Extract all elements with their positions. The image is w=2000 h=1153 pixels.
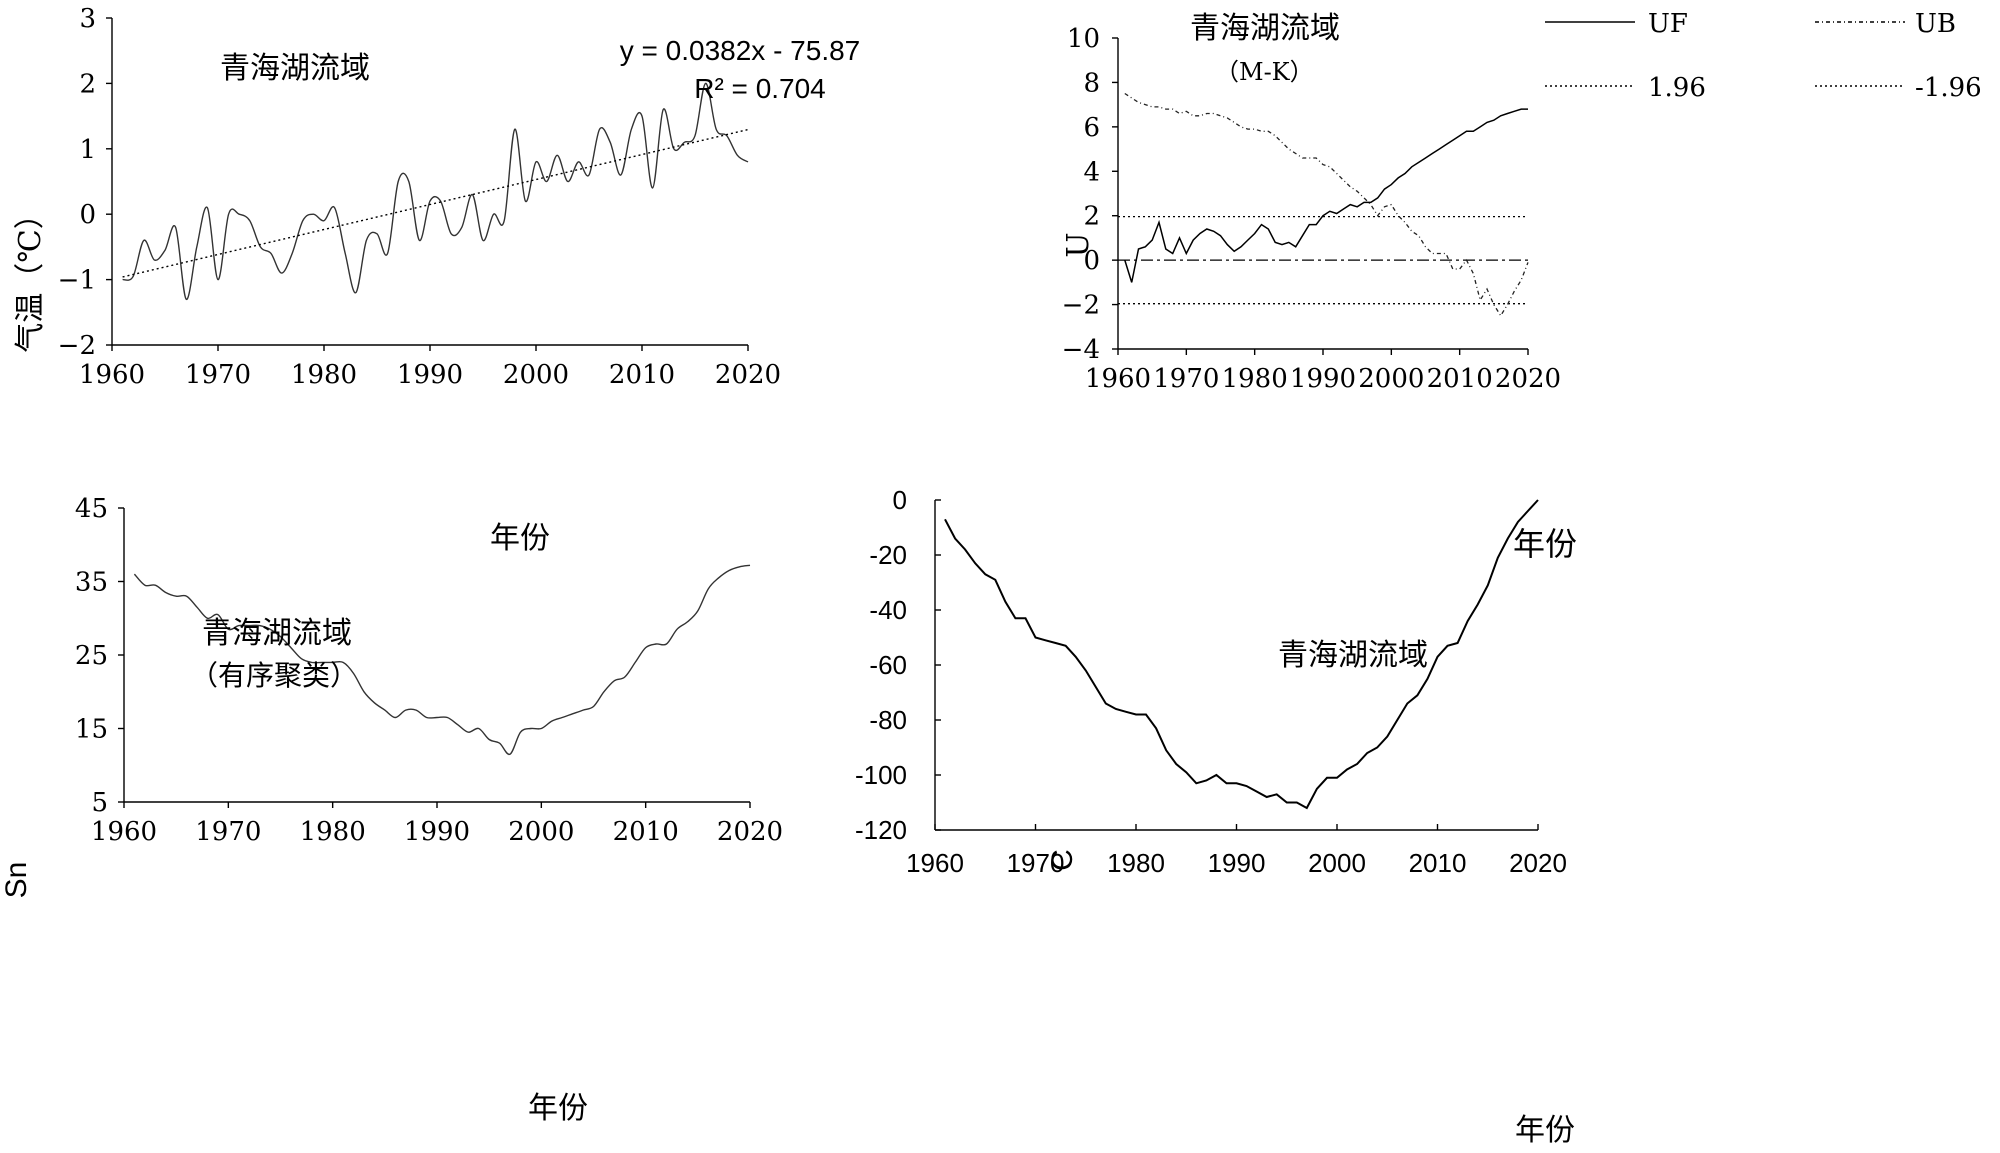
mk-y-tick-label: 10 (1067, 24, 1100, 54)
mk-y-tick-label: −4 (1062, 335, 1100, 365)
c-xlabel: 年份 (1515, 1113, 1575, 1148)
c-x-tick-label: 2000 (1308, 848, 1366, 878)
mk-ylabel: U (1061, 232, 1096, 257)
panel-ordered-clustering: 1960 1970 1980 1990 2000 2010 2020 5 15 25 35 45 青海… (0, 494, 783, 1126)
temp-y-tick-label: −1 (58, 266, 96, 296)
temperature-ylabel: 气温（℃） (13, 199, 48, 353)
c-x-tick-label: 2020 (1509, 848, 1567, 878)
mk-y-tick-label: 8 (1083, 68, 1100, 98)
mk-y-tick-label: 6 (1083, 113, 1100, 143)
c-x-tick-label: 1980 (1107, 848, 1165, 878)
legend-label-neg196: -1.96 (1915, 73, 1982, 103)
temp-y-tick-label: −2 (58, 331, 96, 361)
temperature-xlabel: 年份 (490, 521, 550, 556)
temp-y-tick-label: 2 (79, 69, 96, 99)
sn-ylabel: Sn (0, 862, 33, 899)
sn-x-tick-label: 2020 (717, 817, 783, 847)
mk-legend: UF UB 1.96 -1.96 (1545, 9, 1982, 103)
temperature-title: 青海湖流域 (220, 51, 370, 86)
mk-x-tick-label: 2000 (1358, 364, 1424, 394)
c-axes: 1960 1970 1980 1990 2000 2010 2020 -120 -100 -80 -… (855, 485, 1567, 878)
c-title: 青海湖流域 (1278, 638, 1428, 673)
trend-equation: y = 0.0382x - 75.87 (620, 35, 861, 66)
sn-x-tick-label: 1960 (91, 817, 157, 847)
mk-x-tick-label: 1990 (1290, 364, 1356, 394)
temp-x-tick-label: 1970 (185, 360, 251, 390)
temp-x-tick-label: 2000 (503, 360, 569, 390)
c-y-tick-label: -100 (855, 760, 907, 790)
sn-x-tick-label: 1970 (195, 817, 261, 847)
temp-x-tick-label: 2010 (609, 360, 675, 390)
sn-y-tick-label: 25 (75, 641, 108, 671)
sn-x-tick-label: 2000 (508, 817, 574, 847)
temp-x-tick-label: 2020 (715, 360, 781, 390)
legend-label-uf: UF (1648, 9, 1688, 39)
mk-x-tick-label: 1980 (1222, 364, 1288, 394)
temp-x-tick-label: 1960 (79, 360, 145, 390)
temp-x-tick-label: 1990 (397, 360, 463, 390)
mk-x-tick-label: 2010 (1427, 364, 1493, 394)
sn-y-tick-label: 35 (75, 568, 108, 598)
temperature-series-line (122, 82, 749, 300)
sn-title: 青海湖流域 (202, 616, 352, 651)
c-x-tick-label: 2010 (1409, 848, 1467, 878)
legend-label-196: 1.96 (1648, 73, 1706, 103)
c-x-tick-label: 1990 (1208, 848, 1266, 878)
c-y-tick-label: -120 (855, 815, 907, 845)
mk-y-tick-label: 4 (1083, 157, 1100, 187)
c-y-tick-label: -80 (869, 705, 907, 735)
sn-y-tick-label: 45 (75, 494, 108, 524)
c-x-tick-label: 1970 (1007, 848, 1065, 878)
legend-label-ub: UB (1915, 9, 1956, 39)
mk-y-tick-label: 2 (1083, 202, 1100, 232)
sn-x-tick-label: 2010 (613, 817, 679, 847)
mk-x-tick-label: 1970 (1153, 364, 1219, 394)
mk-ub-line (1124, 92, 1529, 317)
mk-axes: 1960 1970 1980 1990 2000 2010 2020 −4 −2 0 2 4 6 8 10 (1062, 24, 1561, 394)
mk-x-tick-label: 2020 (1495, 364, 1561, 394)
temp-y-tick-label: 3 (79, 4, 96, 34)
panel-cumulative-anomaly: 1960 1970 1980 1990 2000 2010 2020 -120 -100 -80 -… (855, 485, 1575, 1148)
mk-title: 青海湖流域 (1190, 11, 1340, 46)
sn-x-tick-label: 1980 (300, 817, 366, 847)
mk-y-tick-label: −2 (1062, 291, 1100, 321)
mk-subtitle: （M-K） (1215, 58, 1314, 86)
c-y-tick-label: -20 (869, 540, 907, 570)
mk-y-tick-label: 0 (1083, 246, 1100, 276)
sn-axes: 1960 1970 1980 1990 2000 2010 2020 5 15 25 35 45 (75, 494, 783, 847)
sn-series-line (133, 564, 751, 756)
c-y-tick-label: -60 (869, 650, 907, 680)
c-y-tick-label: -40 (869, 595, 907, 625)
c-y-tick-label: 0 (893, 485, 907, 515)
temp-y-tick-label: 1 (79, 135, 96, 165)
sn-x-tick-label: 1990 (404, 817, 470, 847)
temp-y-tick-label: 0 (79, 200, 96, 230)
panel-mann-kendall: 1960 1970 1980 1990 2000 2010 2020−4−20246810 … (1061, 9, 1982, 563)
temperature-axes: 1960 1970 1980 1990 2000 2010 2020 −2 −1 0 1 2 3 (58, 4, 781, 390)
temperature-trend-line (122, 128, 749, 278)
sn-y-tick-label: 15 (75, 715, 108, 745)
mk-uf-line (1124, 108, 1528, 283)
r-squared: R² = 0.704 (694, 73, 826, 104)
sn-y-tick-label: 5 (91, 788, 108, 818)
mk-x-tick-label: 1960 (1085, 364, 1151, 394)
sn-xlabel: 年份 (528, 1091, 588, 1126)
c-series-line (944, 499, 1539, 810)
panel-temperature: 1960 1970 1980 1990 2000 2010 2020 −2 −1 0 1 2 3 青海湖… (13, 4, 860, 556)
temp-x-tick-label: 1980 (291, 360, 357, 390)
c-x-tick-label: 1960 (906, 848, 964, 878)
sn-subtitle: （有序聚类） (190, 659, 358, 692)
c-ylabel: C (1046, 849, 1079, 871)
mk-xlabel: 年份 (1513, 525, 1577, 563)
